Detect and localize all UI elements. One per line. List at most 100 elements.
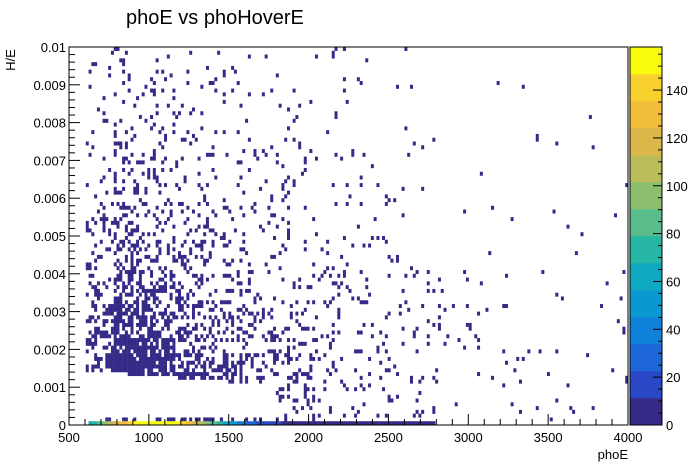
heatmap-cell [342,88,346,93]
heatmap-cell-zero-row [292,421,296,426]
heatmap-cell [130,258,134,263]
heatmap-cell [245,118,249,123]
heatmap-cell [273,254,277,259]
heatmap-cell [122,353,126,358]
heatmap-cell [130,266,134,271]
heatmap-cell [164,220,168,225]
heatmap-cell [312,413,316,418]
heatmap-cell [96,356,100,361]
heatmap-cell [183,372,187,377]
heatmap-cell [136,353,140,358]
heatmap-cell-zero-row [340,421,344,426]
heatmap-cell [214,213,218,218]
heatmap-cell [136,190,140,195]
heatmap-cell [555,141,559,146]
heatmap-cell-zero-row [412,421,416,426]
heatmap-cell [287,383,291,388]
heatmap-cell [180,296,184,301]
heatmap-cell [432,375,436,380]
heatmap-cell [91,368,95,373]
heatmap-cell [348,288,352,293]
heatmap-cell [99,239,103,244]
heatmap-cell [91,315,95,320]
heatmap-cell-zero-row [351,421,355,426]
heatmap-cell-zero-row [396,421,400,426]
heatmap-cell [105,334,109,339]
heatmap-cell [189,372,193,377]
heatmap-cell [393,198,397,203]
heatmap-cell [147,330,151,335]
heatmap-cell [158,349,162,354]
heatmap-cell [426,319,430,324]
heatmap-cell [105,330,109,335]
heatmap-cell [214,338,218,343]
heatmap-cell [141,368,145,373]
heatmap-cell [295,319,299,324]
heatmap-cell [133,349,137,354]
heatmap-cell [331,183,335,188]
heatmap-cell [122,364,126,369]
heatmap-cell [275,353,279,358]
heatmap-cell [270,307,274,312]
heatmap-cell [94,364,98,369]
heatmap-cell [312,338,316,343]
heatmap-cell [191,315,195,320]
heatmap-cell [250,311,254,316]
heatmap-cell [155,111,159,116]
heatmap-cell [124,364,128,369]
heatmap-cell [183,137,187,142]
heatmap-cell-zero-row [169,421,173,426]
heatmap-cell [211,228,215,233]
heatmap-cell [250,270,254,274]
heatmap-cell [396,254,400,259]
heatmap-cell [518,379,522,384]
heatmap-cell-zero-row [409,421,413,426]
heatmap-cell [432,137,436,142]
heatmap-cell [239,360,243,365]
heatmap-cell [172,96,176,101]
heatmap-cell [130,315,134,320]
heatmap-cell [191,368,195,373]
heatmap-cell [105,319,109,324]
heatmap-cell [415,349,419,354]
heatmap-cell [231,353,235,358]
heatmap-cell [342,47,346,51]
heatmap-cell [88,69,92,74]
heatmap-cell [287,356,291,361]
heatmap-cell [197,277,201,282]
heatmap-cell [150,341,154,346]
heatmap-cell [384,201,388,206]
heatmap-cell [303,160,307,165]
heatmap-cell [278,398,282,403]
heatmap-cell [183,175,187,180]
heatmap-cell [130,220,134,225]
heatmap-cell [124,50,128,55]
heatmap-cell [113,356,117,361]
heatmap-cell [331,330,335,335]
x-tick-label: 4000 [614,430,643,445]
heatmap-cell [136,296,140,301]
heatmap-cell [376,413,380,418]
heatmap-cell [91,251,95,256]
heatmap-cell [85,262,89,267]
heatmap-cell [138,326,142,331]
heatmap-cell [231,360,235,365]
heatmap-cell [208,330,212,335]
heatmap-cell [183,353,187,358]
heatmap-cell [273,334,277,339]
heatmap-cell [136,307,140,312]
heatmap-cell [122,304,126,309]
heatmap-cell [250,360,254,365]
heatmap-cell [250,364,254,369]
heatmap-cell [172,88,176,93]
heatmap-cell [387,356,391,361]
heatmap-cell [312,394,316,399]
heatmap-cell [108,311,112,316]
heatmap-cell [186,130,190,135]
heatmap-cell [309,99,313,104]
heatmap-cell [133,360,137,365]
heatmap-cell [303,239,307,244]
heatmap-cell [287,326,291,331]
heatmap-cell [158,356,162,361]
heatmap-cell [122,239,126,244]
